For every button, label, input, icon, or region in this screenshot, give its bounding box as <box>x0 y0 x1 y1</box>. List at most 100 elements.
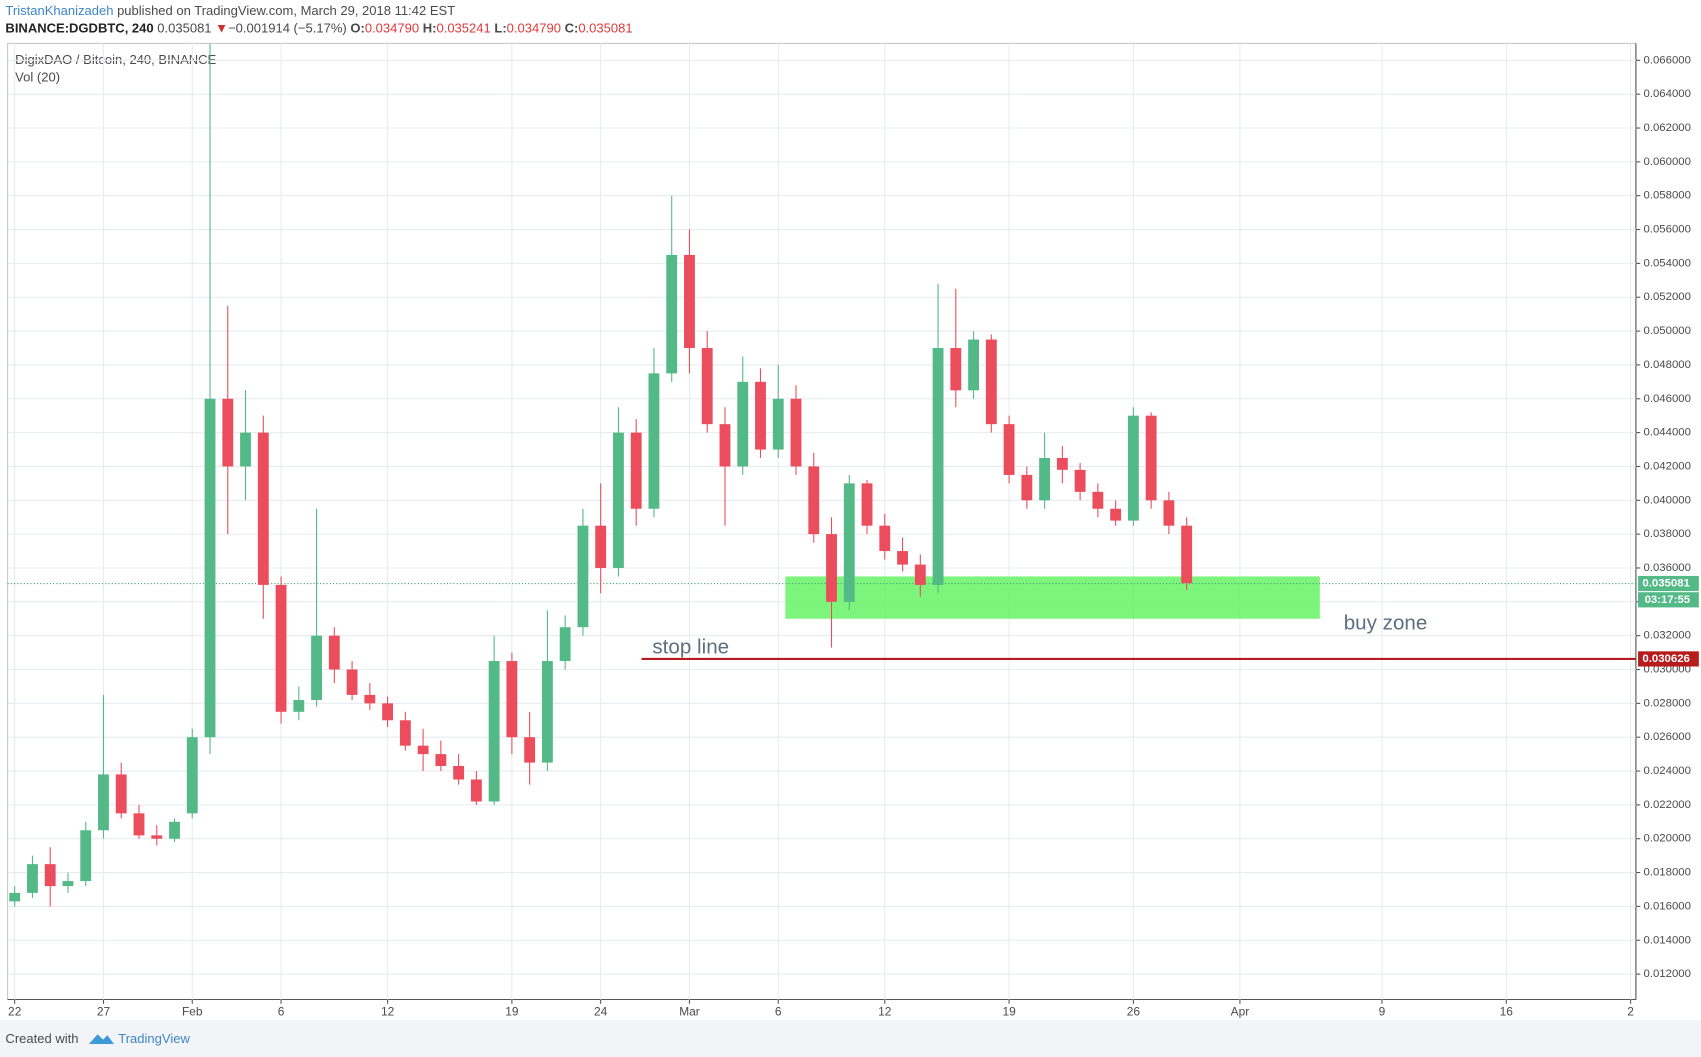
candle-body <box>1074 469 1086 492</box>
candle-body <box>613 432 624 568</box>
o-label: O: <box>350 21 364 36</box>
candle-body <box>204 398 216 738</box>
x-tick-label: 26 <box>1127 1005 1141 1019</box>
y-tick-label: 0.052000 <box>1644 291 1691 303</box>
candle-body <box>240 432 251 467</box>
y-tick-label: 0.016000 <box>1644 900 1691 912</box>
last: 0.035081 <box>157 21 211 36</box>
h-label: H: <box>423 21 437 36</box>
candle-body <box>843 483 855 602</box>
candle-body <box>98 774 109 831</box>
y-tick-label: 0.060000 <box>1644 156 1691 168</box>
candle-body <box>559 627 571 662</box>
y-tick-label: 0.062000 <box>1644 122 1691 134</box>
x-tick-label: 19 <box>1002 1005 1016 1019</box>
candle-body <box>826 534 837 602</box>
x-tick-label: 9 <box>1379 1005 1386 1019</box>
published: published on TradingView.com, March 29, … <box>117 3 455 18</box>
y-tick-label: 0.050000 <box>1644 325 1691 337</box>
candle-body <box>879 525 891 552</box>
y-tick-label: 0.054000 <box>1644 257 1691 269</box>
candle-body <box>506 661 518 738</box>
y-tick-label: 0.038000 <box>1644 528 1691 540</box>
candle-body <box>595 525 607 568</box>
candle-body <box>1092 491 1104 509</box>
x-tick-label: 6 <box>775 1005 782 1019</box>
stop-price-box <box>1638 651 1699 667</box>
symbol: BINANCE:DGDBTC, 240 <box>5 21 153 36</box>
x-tick-label: 12 <box>381 1005 395 1019</box>
y-tick-label: 0.042000 <box>1644 460 1691 472</box>
candle-body <box>701 347 713 425</box>
brand-logo[interactable] <box>88 1034 114 1044</box>
y-tick-label: 0.064000 <box>1644 88 1691 100</box>
x-tick-label: 22 <box>8 1005 22 1019</box>
candle-body <box>62 881 74 887</box>
candle-body <box>808 466 820 535</box>
x-tick-label: 19 <box>505 1005 519 1019</box>
y-tick-label: 0.040000 <box>1644 494 1691 506</box>
x-tick-label: 6 <box>278 1005 285 1019</box>
candle-body <box>488 661 500 802</box>
last-price-box <box>1638 575 1699 592</box>
y-tick-label: 0.024000 <box>1644 765 1691 777</box>
candle-body <box>630 432 642 509</box>
stop-line-label: stop line <box>652 636 729 659</box>
countdown-box <box>1638 592 1699 608</box>
open: 0.034790 <box>365 21 419 36</box>
y-tick-label: 0.056000 <box>1644 224 1691 236</box>
candle-body <box>684 254 695 348</box>
chart-title: DigixDAO / Bitcoin, 240, BINANCE <box>15 52 216 67</box>
candle-body <box>364 694 376 704</box>
candle-body <box>186 737 198 814</box>
candle-body <box>755 381 766 450</box>
candle-body <box>275 584 287 712</box>
candle-body <box>1163 500 1175 526</box>
candle-body <box>1039 457 1051 501</box>
candle-body <box>577 525 589 628</box>
countdown-label: 03:17:55 <box>1645 594 1691 606</box>
footer-brand[interactable]: TradingView <box>118 1031 190 1046</box>
candle-body <box>541 661 553 763</box>
candle-body <box>1021 474 1033 501</box>
x-tick-label: 2 <box>1627 1005 1634 1019</box>
author[interactable]: TristanKhanizadeh <box>5 3 113 18</box>
low: 0.034790 <box>507 21 561 36</box>
candle-body <box>133 813 145 836</box>
buy-zone <box>785 576 1320 619</box>
candle-body <box>435 754 447 766</box>
y-tick-label: 0.046000 <box>1644 393 1691 405</box>
candle-body <box>861 483 873 526</box>
candle-body <box>524 737 536 763</box>
candle-body <box>328 635 340 670</box>
candle-body <box>985 339 997 425</box>
candle-body <box>772 398 784 450</box>
stop-price-label: 0.030626 <box>1642 653 1689 665</box>
candle-body <box>44 864 56 887</box>
buy-zone-label: buy zone <box>1344 612 1428 635</box>
candle-body <box>1110 508 1122 521</box>
candle-body <box>1003 424 1015 475</box>
x-tick-label: 24 <box>594 1005 608 1019</box>
candle-body <box>1127 415 1139 521</box>
candle-body <box>417 745 429 755</box>
grid <box>7 43 1636 1000</box>
footer-created: Created with <box>5 1031 78 1046</box>
footer-bar <box>0 1020 1701 1057</box>
candle-body <box>914 564 926 585</box>
down-arrow: ▼ <box>215 21 228 36</box>
y-tick-label: 0.028000 <box>1644 697 1691 709</box>
y-tick-label: 0.026000 <box>1644 731 1691 743</box>
chart-subtitle: Vol (20) <box>15 70 60 85</box>
candle-body <box>399 720 411 746</box>
x-tick-label: 12 <box>878 1005 892 1019</box>
y-tick-label: 0.020000 <box>1644 833 1691 845</box>
last-price-label: 0.035081 <box>1642 578 1690 590</box>
candle-body <box>648 373 660 509</box>
x-tick-label: 27 <box>97 1005 111 1019</box>
y-tick-label: 0.014000 <box>1644 934 1691 946</box>
header-line-1: TristanKhanizadeh published on TradingVi… <box>5 3 455 18</box>
y-tick-label: 0.036000 <box>1644 562 1691 574</box>
candle-body <box>222 398 234 467</box>
